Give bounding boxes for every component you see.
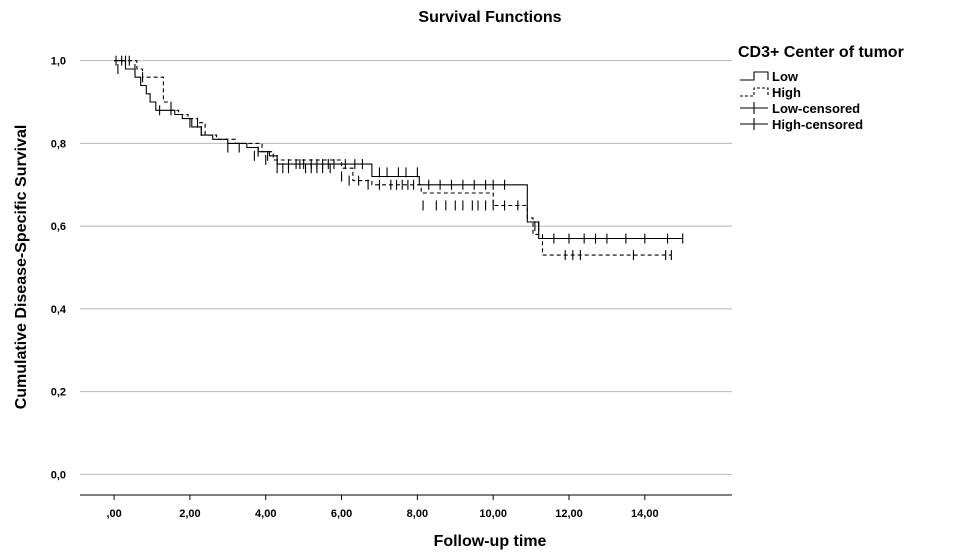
series-low bbox=[114, 55, 684, 244]
y-tick-label: 0,8 bbox=[51, 138, 66, 150]
y-tick-label: 0,0 bbox=[51, 469, 66, 481]
grid-layer bbox=[80, 60, 732, 475]
series-high bbox=[114, 60, 672, 261]
legend-entry: Low-censored bbox=[740, 101, 860, 116]
x-tick-label: 6,00 bbox=[331, 508, 352, 520]
legend-entry: High-censored bbox=[740, 117, 863, 132]
x-tick-label: 10,00 bbox=[479, 508, 507, 520]
legend-swatch-high bbox=[740, 87, 769, 97]
x-tick-label: 12,00 bbox=[555, 508, 583, 520]
legend: CD3+ Center of tumor LowHighLow-censored… bbox=[738, 44, 904, 132]
legend-label: High-censored bbox=[772, 117, 863, 132]
survival-curve-low bbox=[114, 60, 683, 240]
series-layer bbox=[114, 55, 684, 261]
y-tick-label: 1,0 bbox=[51, 56, 66, 68]
chart-title: Survival Functions bbox=[418, 9, 561, 26]
x-tick-label: 14,00 bbox=[631, 508, 659, 520]
y-tick-label: 0,6 bbox=[51, 221, 66, 233]
y-tick-label: 0,2 bbox=[51, 387, 66, 399]
legend-label: Low bbox=[772, 69, 799, 84]
x-tick-label: 8,00 bbox=[407, 508, 428, 520]
legend-entry: High bbox=[740, 85, 801, 100]
x-tick-label: 4,00 bbox=[255, 508, 276, 520]
x-tick-label: ,00 bbox=[106, 508, 121, 520]
axis-layer: 0,0 0,2 0,4 0,6 0,8 1,0 ,00 2,00 4,00 6,00 8,00 10,… bbox=[51, 56, 732, 520]
legend-label: Low-censored bbox=[772, 101, 860, 116]
x-tick-label: 2,00 bbox=[179, 508, 200, 520]
legend-swatch-low bbox=[740, 71, 769, 81]
y-axis-title: Cumulative Disease-Specific Survival bbox=[13, 125, 30, 410]
legend-title: CD3+ Center of tumor bbox=[738, 44, 904, 61]
legend-label: High bbox=[772, 85, 801, 100]
x-axis-title: Follow-up time bbox=[434, 533, 547, 550]
legend-entry: Low bbox=[740, 69, 799, 84]
y-tick-label: 0,4 bbox=[51, 304, 67, 316]
